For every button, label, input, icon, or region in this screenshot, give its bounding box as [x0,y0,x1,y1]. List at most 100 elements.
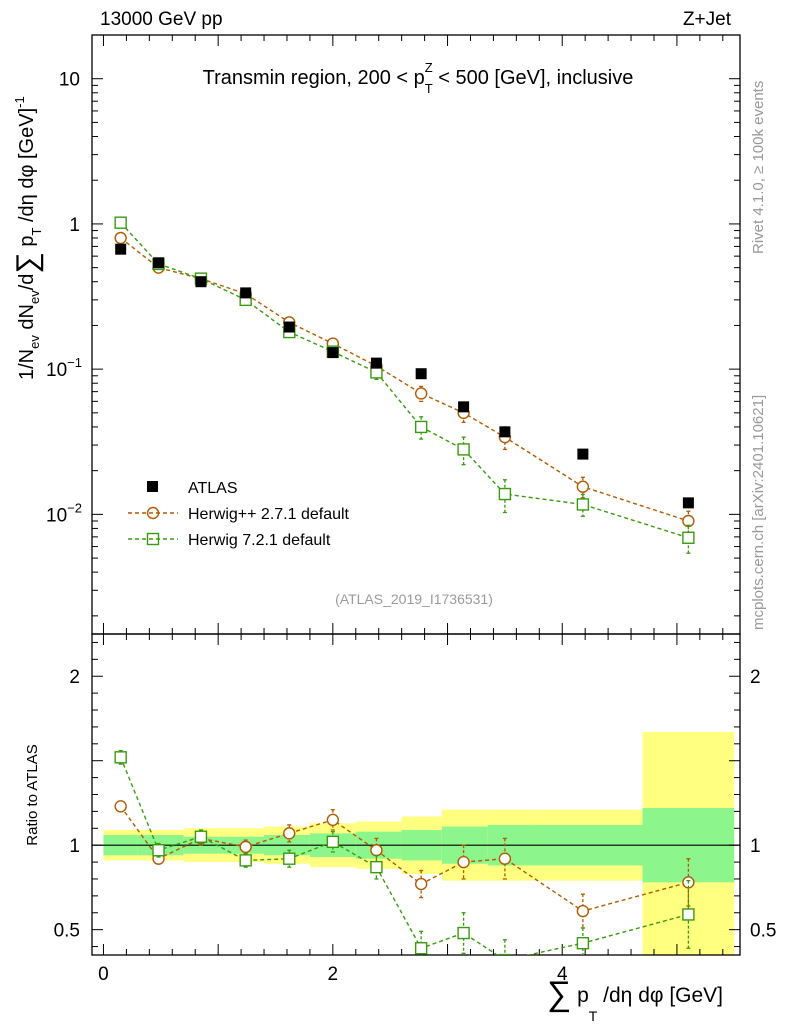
ratio-herwig7-point [498,953,512,955]
atlas-point [195,276,207,288]
ratio-herwigpp-point [576,904,590,918]
rivet-label: Rivet 4.1.0, ≥ 100k events [750,81,767,254]
ratio-herwig7-point [682,908,695,921]
ylabel-ev1: ev [27,335,42,349]
ratio-herwigpp-line [120,805,689,912]
ylabel-b: dN [16,304,38,335]
atlas-point [682,497,694,509]
x-axis-label: ∑ pT /dη dφ [GeV] [547,975,723,1024]
chart-title-sup: Z [425,60,433,75]
header-energy: 13000 GeV pp [100,9,223,30]
atlas-point [240,287,252,299]
ratio-herwig7-point [457,926,470,940]
ratio-herwigpp-point [414,877,428,891]
ratio-herwigpp-point [283,827,296,840]
xlabel-a: p [571,984,589,1007]
xlabel-sum: ∑ [547,975,571,1013]
ylabel-c: /d [16,274,38,291]
legend-marker-herwig7 [146,532,160,546]
xlabel-t: T [589,1008,598,1024]
herwig7-point [114,216,127,229]
y-tick-label-mantissa: 10 [46,360,67,381]
ratio-herwigpp-point [239,840,252,854]
atlas-point [283,321,295,333]
ratio-y-tick-label: 0.5 [54,921,80,942]
ylabel-sum: ∑ [11,252,44,273]
herwig7-point [414,420,428,434]
ratio-herwig7-point [114,751,127,764]
ratio-y-tick-label-right: 1 [750,836,761,857]
ratio-herwig7-point [414,942,428,955]
ylabel-t: T [29,228,44,236]
ratio-herwig7-point [576,936,590,950]
ratio-herwigpp-point [370,844,383,857]
y-tick-label: 10−2 [46,500,82,526]
herwigpp-point [414,387,428,400]
ratio-herwigpp-point [457,855,470,869]
atlas-point [499,426,511,438]
legend-marker-atlas [147,481,158,492]
y-tick-label: 10−1 [46,355,82,381]
chart-title: Transmin region, 200 < pTZ < 500 [GeV], … [203,60,634,96]
ratio-herwigpp-point [326,813,340,827]
atlas-point [153,257,165,269]
ratio-herwigpp-point [114,800,127,813]
herwig7-point [498,487,512,501]
y-tick-label: 10 [59,70,80,91]
ratio-y-tick-label-right: 2 [750,667,761,688]
atlas-point [577,448,589,460]
herwigpp-point [114,231,127,245]
ratio-herwig7-point [152,844,165,857]
main-data [114,216,695,554]
x-tick-label: 0 [98,964,109,985]
atlas-point [370,357,382,369]
herwig7-point [682,531,695,544]
ratio-y-tick-label: 2 [69,667,80,688]
x-tick-label: 2 [328,964,339,985]
ylabel-exp: -1 [12,96,27,108]
ratio-herwigpp-point [498,852,512,865]
legend-label-herwig7: Herwig 7.2.1 default [188,532,331,549]
ylabel-ev2: ev [27,290,42,304]
ratio-panel: 0 2 4 0.5 0.5 1 1 2 2 [54,633,776,985]
herwig7-line [120,222,689,539]
y-tick-label-exponent: −1 [67,355,82,370]
mcplots-label: mcplots.cern.ch [arXiv:2401.10621] [750,395,767,630]
y-tick-label: 1 [69,215,80,236]
legend-label-herwigpp: Herwig++ 2.7.1 default [188,506,350,523]
ratio-data [114,749,695,955]
legend: ATLAS Herwig++ 2.7.1 default Herwig 7.2.… [128,480,350,549]
ratio-herwig7-point [194,830,208,843]
ylabel-e: /dη dφ [GeV] [16,108,38,228]
ratio-y-axis-label: Ratio to ATLAS [24,744,41,845]
ratio-herwig7-point [326,835,340,849]
atlas-point [415,368,427,380]
ratio-herwig7-point [239,854,252,867]
ratio-y-tick-label-right: 0.5 [750,921,776,942]
y-tick-label-exponent: −2 [67,500,82,515]
ylabel-a: 1/N [16,349,38,380]
herwig7-point [576,498,590,511]
ratio-herwig7-point [370,860,383,874]
x-tick-label: 4 [557,964,568,985]
atlas-point [115,243,127,255]
ratio-y-tick-label: 1 [69,836,80,857]
atlas-point [458,401,470,413]
y-axis-label: 1/Nev dNev/d∑ pT /dη dφ [GeV]-1 [11,96,44,380]
legend-label-atlas: ATLAS [188,480,238,497]
xlabel-b: /dη dφ [GeV] [597,984,723,1007]
ratio-herwig7-line [120,757,689,955]
herwig7-point [457,443,470,456]
chart-title-a: Transmin region, 200 < p [203,67,425,89]
analysis-tag: (ATLAS_2019_I1736531) [335,591,493,607]
y-tick-label-mantissa: 10 [46,505,67,526]
ylabel-d: p [16,236,38,253]
header-process: Z+Jet [683,9,732,30]
herwigpp-point [576,480,590,493]
legend-marker-herwigpp [146,506,160,520]
chart-title-b: < 500 [GeV], inclusive [433,67,634,89]
atlas-point [327,347,339,359]
ratio-herwig7-point [283,852,296,865]
chart-title-sub: T [425,81,433,96]
